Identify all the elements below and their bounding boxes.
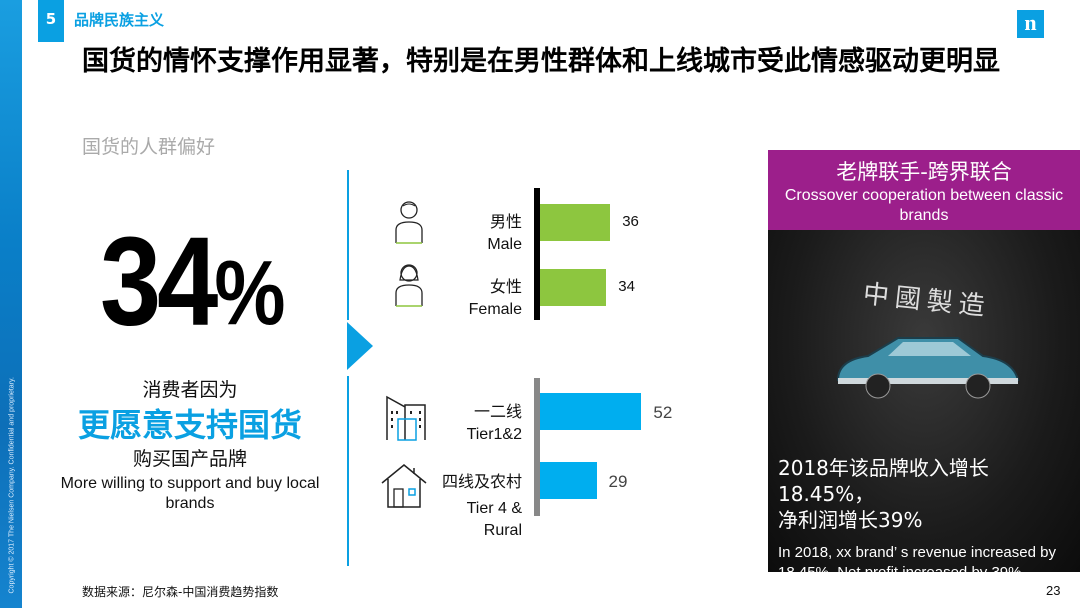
ad-body-zh-1: 2018年该品牌收入增长 [778, 456, 989, 480]
bar-female [540, 269, 607, 306]
headline-line2: 更愿意支持国货 [77, 406, 302, 444]
label-male-en: Male [487, 236, 522, 253]
ad-body-en: In 2018, xx brand’ s revenue increased b… [778, 544, 1056, 572]
value-tier4: 29 [608, 472, 628, 491]
copyright: Copyright © 2017 The Nielsen Company. Co… [8, 377, 16, 594]
subtitle: 国货的人群偏好 [82, 136, 216, 158]
bar-tier4 [540, 462, 597, 499]
side-strip [0, 0, 22, 608]
data-source: 数据来源：尼尔森-中国消费趋势指数 [82, 585, 279, 599]
tier-axis [534, 378, 540, 516]
divider-top [347, 170, 349, 320]
label-female-zh: 女性 [489, 279, 522, 296]
stat-value: 34 [100, 210, 218, 353]
label-tier4-zh: 四线及农村 [441, 474, 522, 491]
ad-stamp-text: 中國製造 [861, 279, 992, 323]
stat-unit: % [214, 241, 285, 345]
female-person-icon [395, 264, 423, 307]
value-female: 34 [618, 278, 635, 295]
headline-line1: 消费者因为 [142, 379, 238, 401]
label-male: 男性 Male [487, 212, 522, 256]
crossover-ad-image: 老牌联手-跨界联合 Crossover cooperation between … [768, 150, 1080, 572]
label-tier12: 一二线 Tier1&2 [467, 402, 522, 446]
male-person-icon [395, 201, 423, 244]
label-tier4-en: Tier 4 & Rural [466, 500, 522, 539]
page-title: 国货的情怀支撑作用显著，特别是在男性群体和上线城市受此情感驱动更明显 [82, 46, 1000, 77]
label-male-zh: 男性 [489, 214, 522, 231]
value-male: 36 [622, 213, 639, 230]
ad-title-zh: 老牌联手-跨界联合 [836, 160, 1012, 184]
label-tier12-en: Tier1&2 [466, 426, 522, 443]
headline-stat: 34% [100, 208, 286, 354]
city-buildings-icon [386, 395, 426, 441]
headline-english: More willing to support and buy local br… [60, 475, 320, 512]
label-female: 女性 Female [469, 277, 522, 321]
ad-body-zh-3: 净利润增长39% [778, 508, 923, 532]
nielsen-logo: n [1017, 10, 1044, 38]
gender-axis [534, 188, 540, 320]
section-number: 5 [38, 0, 64, 42]
headline-line3: 购买国产品牌 [132, 448, 247, 470]
label-tier12-zh: 一二线 [473, 404, 522, 421]
ad-body-zh-2: 18.45%， [778, 482, 875, 506]
value-tier12: 52 [653, 403, 673, 422]
bar-tier12 [540, 393, 642, 430]
house-icon [381, 464, 427, 508]
ad-title-en: Crossover cooperation between classic br… [784, 187, 1064, 224]
ad-body-zh: 2018年该品牌收入增长 18.45%， 净利润增长39% [778, 455, 989, 533]
section-title: 品牌民族主义 [74, 11, 165, 29]
bar-male [540, 204, 611, 241]
car-illustration [836, 337, 1020, 399]
arrow-right-icon [347, 322, 373, 370]
divider-bottom [347, 376, 349, 566]
label-female-en: Female [468, 301, 522, 318]
page-number: 23 [1046, 583, 1061, 598]
ad-header: 老牌联手-跨界联合 Crossover cooperation between … [768, 150, 1080, 230]
label-tier4: 四线及农村 Tier 4 & Rural [442, 472, 522, 542]
